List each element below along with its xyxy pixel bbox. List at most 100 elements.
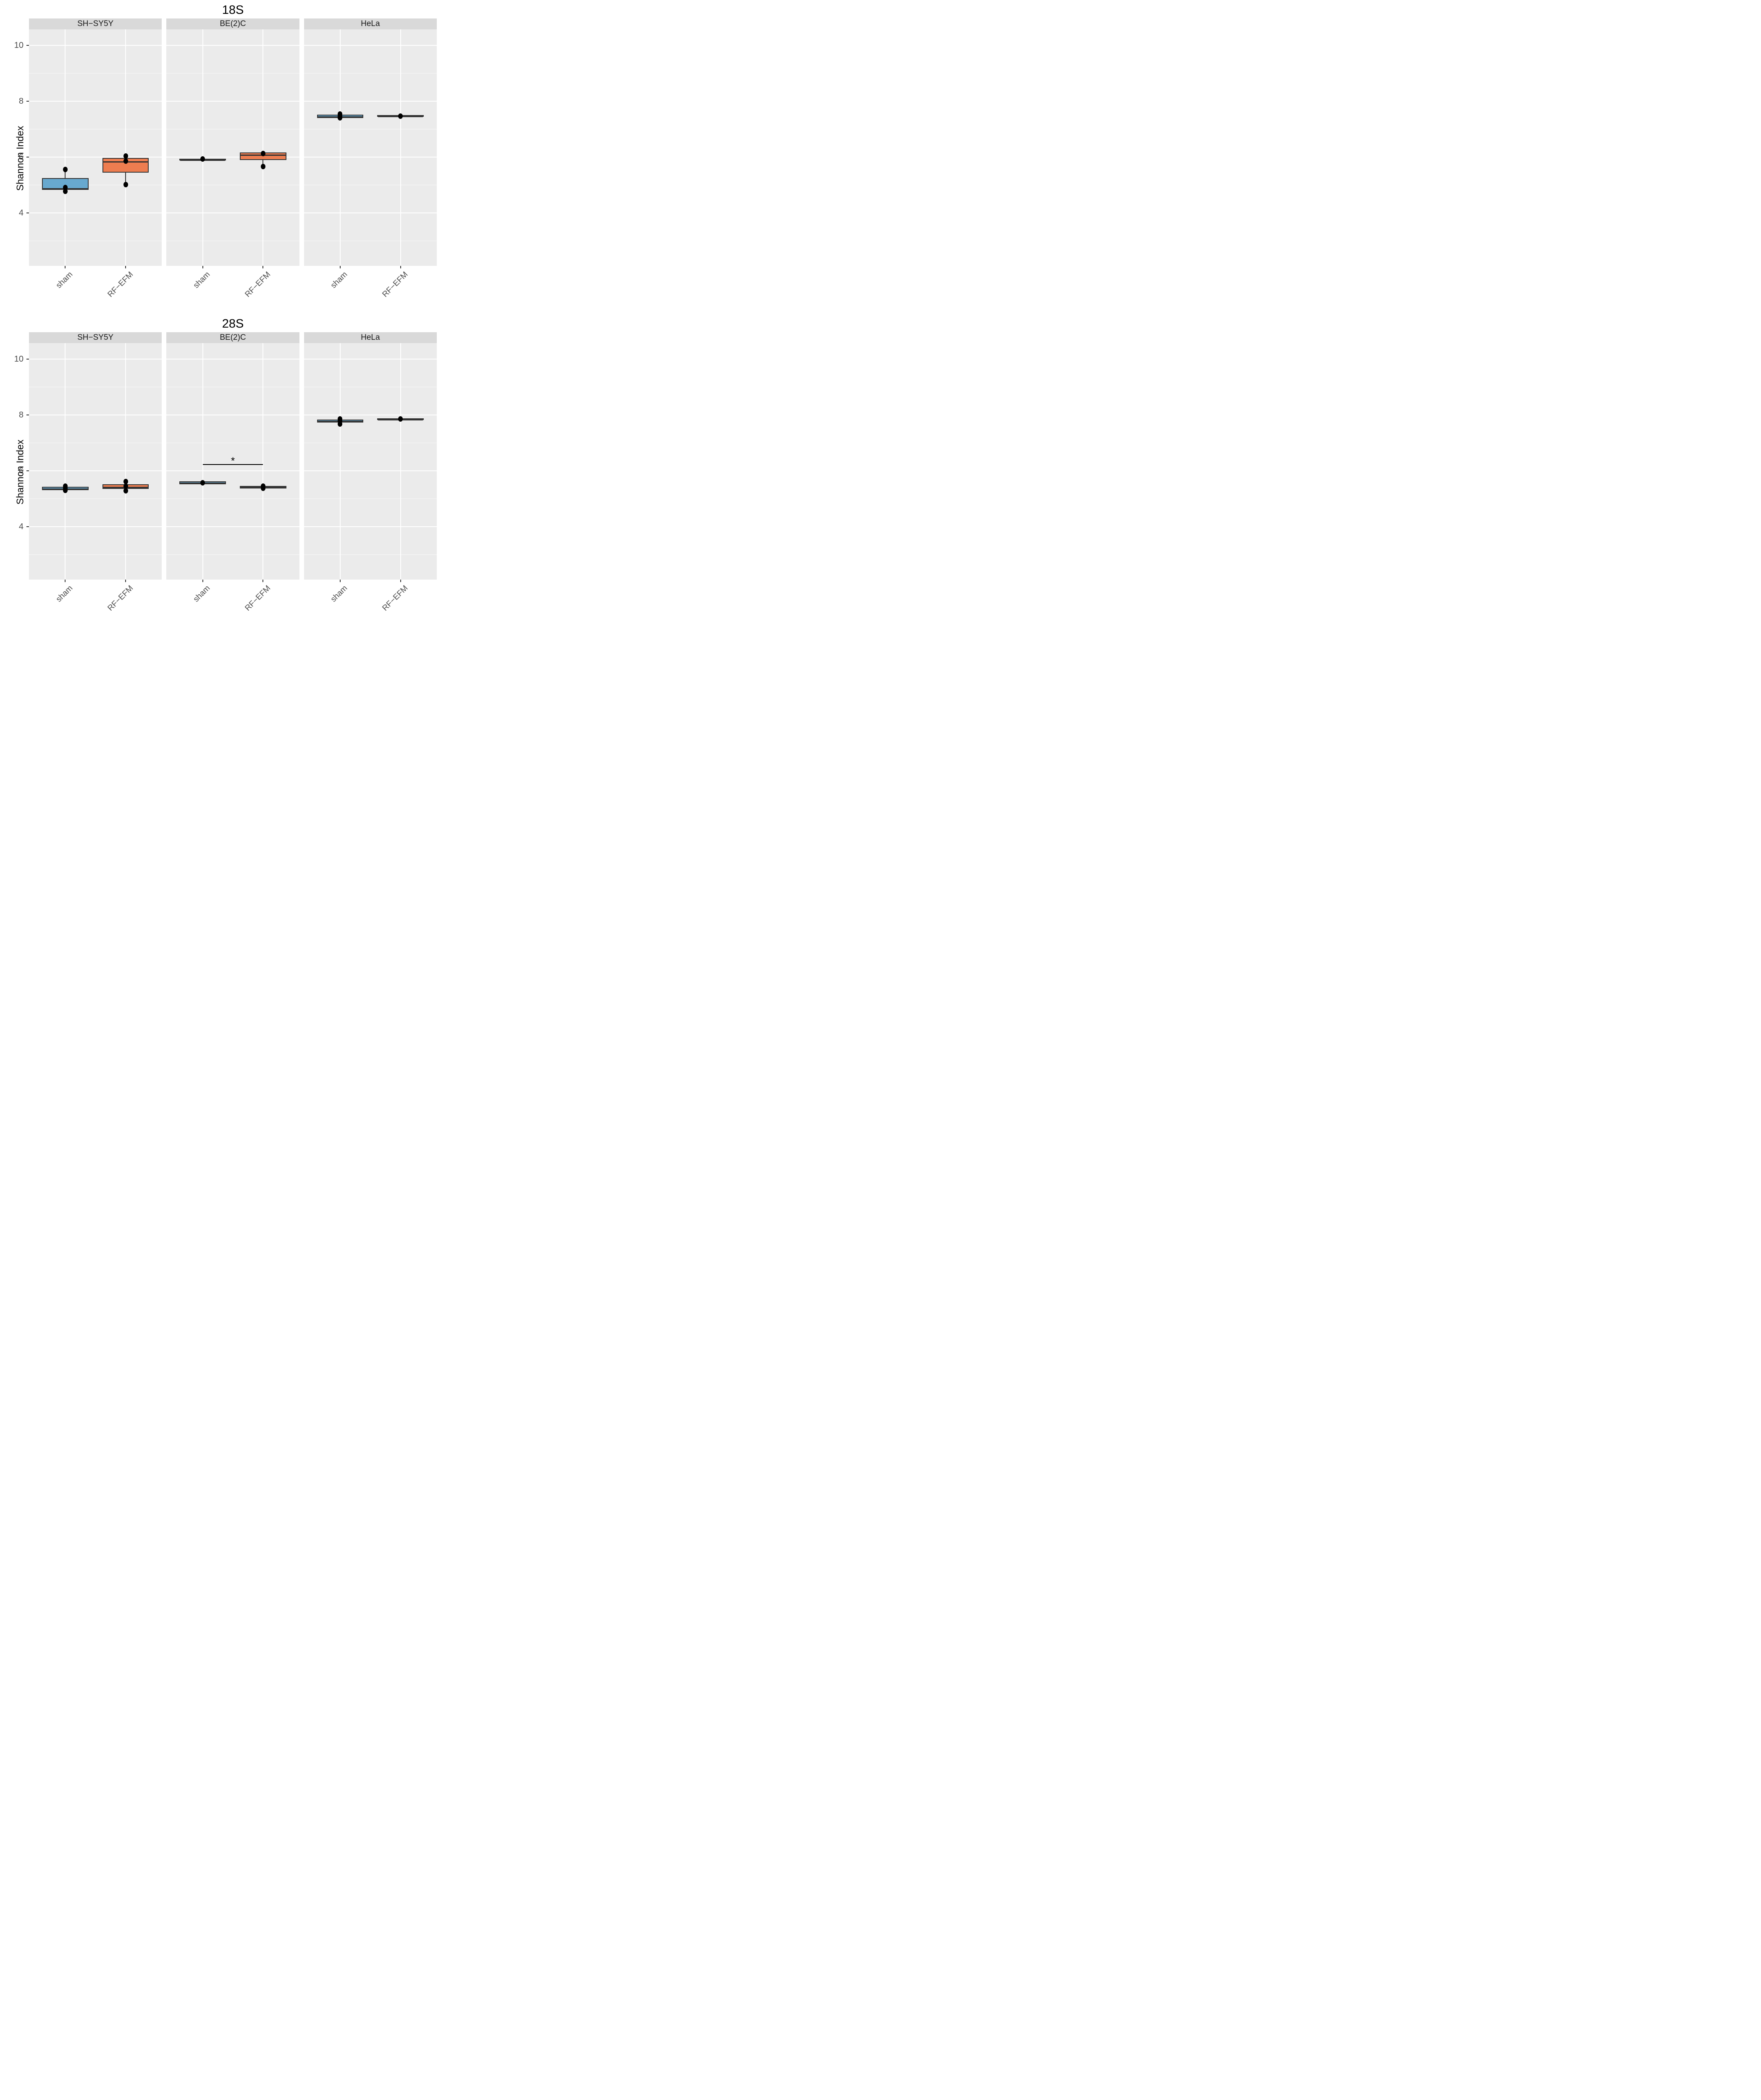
category-gridline: [65, 343, 66, 580]
data-point: [123, 488, 128, 494]
x-tick-mark: [262, 580, 264, 582]
plot-panel: [166, 29, 299, 266]
x-tick-mark: [400, 266, 401, 268]
significance-bracket: [202, 464, 263, 465]
category-gridline: [125, 29, 126, 266]
data-point: [338, 418, 343, 424]
x-tick-label: RF−EFM: [243, 584, 273, 613]
significance-label: *: [231, 455, 235, 467]
major-gridline: [166, 358, 299, 360]
category-gridline: [400, 343, 401, 580]
data-point: [398, 113, 403, 119]
data-point: [123, 483, 128, 489]
y-tick-mark: [26, 45, 29, 46]
y-tick-mark: [26, 358, 29, 360]
major-gridline: [29, 100, 162, 102]
data-point: [200, 156, 205, 162]
x-tick-label: RF−EFM: [381, 270, 410, 299]
minor-gridline: [166, 554, 299, 555]
data-point: [123, 153, 128, 159]
x-tick-mark: [400, 580, 401, 582]
whisker: [262, 160, 264, 167]
data-point: [123, 158, 128, 164]
minor-gridline: [166, 73, 299, 74]
x-axis: sham RF−EFM: [166, 580, 299, 613]
plot-panel: [304, 29, 437, 266]
y-tick-label: 4: [18, 522, 24, 531]
data-point: [260, 486, 265, 491]
figure-title-18s: 18S: [222, 3, 244, 17]
category-gridline: [262, 29, 264, 266]
category-gridline: [125, 343, 126, 580]
data-point: [63, 189, 68, 194]
x-tick-label: RF−EFM: [243, 270, 273, 299]
x-tick-mark: [65, 580, 66, 582]
category-gridline: [339, 343, 341, 580]
data-point: [260, 151, 265, 157]
x-tick-mark: [339, 580, 341, 582]
category-gridline: [262, 343, 264, 580]
category-gridline: [65, 29, 66, 266]
x-tick-label: RF−EFM: [105, 584, 135, 613]
facet-HeLa: HeLa sham RF−EFM: [304, 332, 437, 613]
data-point: [398, 416, 403, 422]
plot-panel: [29, 343, 162, 580]
x-tick-label: sham: [54, 584, 75, 604]
data-point: [338, 115, 343, 121]
x-tick-mark: [125, 580, 126, 582]
y-tick-mark: [26, 100, 29, 102]
x-tick-mark: [202, 266, 203, 268]
x-tick-label: sham: [329, 270, 349, 290]
major-gridline: [29, 358, 162, 360]
y-tick-mark: [26, 470, 29, 471]
figure-18s: 18S Shannon Index 10 8 6 4 SH−SY5Y sham RF−EF…: [0, 0, 440, 299]
x-tick-mark: [125, 266, 126, 268]
data-point: [123, 182, 128, 188]
category-gridline: [339, 29, 341, 266]
major-gridline: [29, 526, 162, 527]
facet-strip: SH−SY5Y: [29, 18, 162, 29]
major-gridline: [166, 526, 299, 527]
major-gridline: [29, 45, 162, 46]
major-gridline: [304, 526, 437, 527]
plot-panel: [29, 29, 162, 266]
major-gridline: [304, 100, 437, 102]
y-axis: 10 8 6 4: [0, 29, 29, 266]
major-gridline: [166, 470, 299, 471]
figure-body-28s: Shannon Index 10 8 6 4 SH−SY5Y sham RF−EFM BE(…: [0, 332, 440, 613]
facet-row: SH−SY5Y sham RF−EFM BE(2)C * sham RF−EFM HeLa sh…: [29, 332, 437, 613]
figure-title-28s: 28S: [222, 317, 244, 331]
y-tick-mark: [26, 156, 29, 158]
plot-panel: *: [166, 343, 299, 580]
facet-HeLa: HeLa sham RF−EFM: [304, 18, 437, 299]
figure-28s: 28S Shannon Index 10 8 6 4 SH−SY5Y sham RF−EF…: [0, 314, 440, 613]
data-point: [63, 166, 68, 172]
category-gridline: [202, 29, 203, 266]
major-gridline: [29, 156, 162, 158]
data-point: [63, 488, 68, 494]
facet-strip: HeLa: [304, 18, 437, 29]
x-tick-mark: [262, 266, 264, 268]
x-axis: sham RF−EFM: [304, 580, 437, 613]
major-gridline: [29, 470, 162, 471]
data-point: [123, 479, 128, 485]
category-gridline: [202, 343, 203, 580]
plot-panel: [304, 343, 437, 580]
category-gridline: [400, 29, 401, 266]
y-tick-label: 8: [18, 410, 24, 420]
x-tick-mark: [65, 266, 66, 268]
x-tick-mark: [202, 580, 203, 582]
facet-SH−SY5Y: SH−SY5Y sham RF−EFM: [29, 18, 162, 299]
facet-strip: BE(2)C: [166, 18, 299, 29]
whisker: [125, 172, 126, 185]
x-tick-label: sham: [192, 584, 212, 604]
figure-body-18s: Shannon Index 10 8 6 4 SH−SY5Y sham RF−EFM BE(…: [0, 18, 440, 299]
minor-gridline: [29, 73, 162, 74]
facet-SH−SY5Y: SH−SY5Y sham RF−EFM: [29, 332, 162, 613]
x-axis: sham RF−EFM: [304, 266, 437, 299]
facet-BE(2)C: BE(2)C sham RF−EFM: [166, 18, 299, 299]
y-tick-label: 10: [14, 354, 24, 364]
minor-gridline: [304, 73, 437, 74]
y-axis: 10 8 6 4: [0, 343, 29, 580]
whisker: [65, 169, 66, 178]
